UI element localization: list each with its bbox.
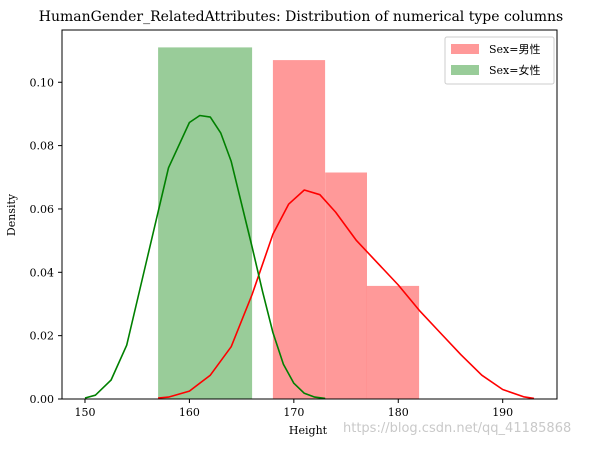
legend-box [444,36,555,85]
y-tick-label: 0.02 [30,330,55,343]
x-tick-label: 160 [179,406,200,419]
legend: Sex=男性 Sex=女性 [444,36,555,85]
x-tick-label: 190 [492,406,513,419]
legend-label-male: Sex=男性 [489,42,540,56]
histogram-bar-series-0-1 [325,172,367,399]
x-axis-label: Height [289,424,328,437]
watermark-text: https://blog.csdn.net/qq_41185868 [343,421,571,436]
kde-line-series-0 [158,189,535,400]
y-tick-label: 0.08 [30,140,55,153]
y-tick-label: 0.06 [30,203,55,216]
chart-title: HumanGender_RelatedAttributes: Distribut… [39,9,563,25]
kde-line-series-1 [84,114,326,400]
histogram-bar-series-0-0 [272,60,326,399]
kde-curves [84,114,535,400]
x-tick-label: 150 [74,406,95,419]
histogram-bar-series-1-0 [158,47,253,400]
y-axis-label: Density [5,193,18,236]
legend-swatch-female [451,65,479,75]
legend-swatch-male [451,44,479,54]
x-tick-label: 170 [283,406,304,419]
histogram-bars [158,47,420,400]
plot-area-frame [61,29,558,400]
y-tick-label: 0.04 [30,266,55,279]
y-tick-label: 0.10 [30,76,55,89]
x-tick-label: 180 [388,406,409,419]
x-axis-ticks: 150 160 170 180 190 [74,399,513,419]
y-tick-label: 0.00 [30,393,55,406]
legend-label-female: Sex=女性 [489,63,540,77]
histogram-bar-series-0-2 [366,285,420,399]
y-axis-ticks: 0.00 0.02 0.04 0.06 0.08 0.10 [30,76,62,406]
